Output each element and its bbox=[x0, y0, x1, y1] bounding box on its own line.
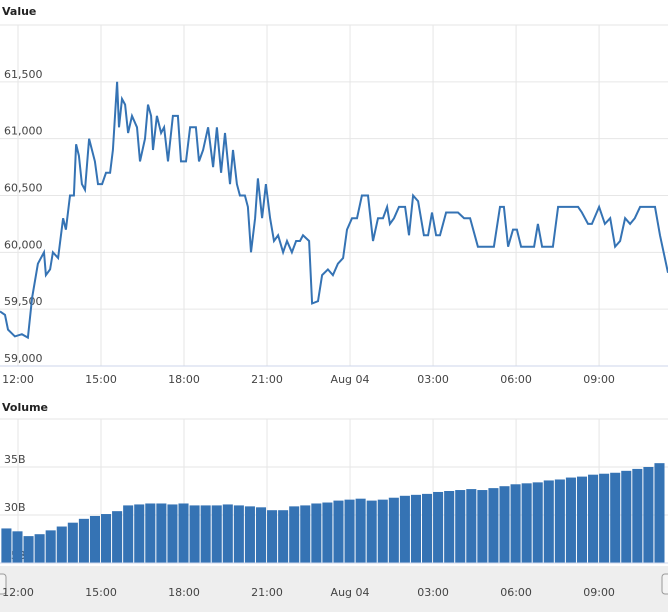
bar bbox=[433, 491, 444, 563]
bar bbox=[499, 486, 510, 563]
bar bbox=[554, 479, 565, 563]
chart-title: Value bbox=[2, 5, 36, 18]
bar bbox=[599, 473, 610, 563]
x-tick-label: 03:00 bbox=[417, 586, 449, 599]
bar bbox=[311, 503, 322, 563]
bar bbox=[222, 504, 233, 563]
bar bbox=[510, 484, 521, 563]
line bbox=[0, 81, 668, 340]
bar bbox=[444, 491, 455, 563]
bar bbox=[355, 498, 366, 563]
bar bbox=[12, 531, 23, 563]
bar bbox=[333, 500, 344, 563]
bar bbox=[167, 504, 178, 563]
bar bbox=[643, 467, 654, 563]
y-tick-label: 61,000 bbox=[4, 125, 43, 138]
bar bbox=[654, 463, 665, 563]
bar bbox=[322, 502, 333, 563]
bar bbox=[1, 528, 12, 563]
x-tick-label: 18:00 bbox=[168, 586, 200, 599]
bar bbox=[366, 500, 377, 563]
bar bbox=[244, 506, 255, 563]
bar bbox=[56, 526, 67, 563]
bar bbox=[278, 510, 289, 563]
bar bbox=[588, 474, 599, 563]
bar bbox=[610, 472, 621, 563]
bar bbox=[189, 505, 200, 563]
bar bbox=[134, 504, 145, 563]
bar bbox=[410, 494, 421, 563]
bar bbox=[477, 490, 488, 563]
bar bbox=[421, 493, 433, 563]
bar bbox=[23, 536, 34, 563]
bar bbox=[399, 495, 410, 563]
x-tick-label: 06:00 bbox=[500, 373, 532, 386]
bar bbox=[632, 468, 643, 563]
bar bbox=[388, 497, 399, 563]
y-tick-label: 61,500 bbox=[4, 68, 43, 81]
y-tick-label: 35B bbox=[4, 453, 26, 466]
navigator-handle[interactable] bbox=[0, 573, 7, 595]
x-tick-label: 12:00 bbox=[2, 373, 34, 386]
x-tick-label: 18:00 bbox=[168, 373, 200, 386]
bar bbox=[255, 507, 267, 563]
y-tick-label: 59,000 bbox=[4, 352, 43, 365]
bar bbox=[211, 505, 222, 563]
bar bbox=[67, 522, 78, 563]
bar bbox=[377, 499, 388, 563]
y-tick-label: 60,500 bbox=[4, 182, 43, 195]
bar bbox=[543, 480, 554, 563]
x-tick-label: 03:00 bbox=[417, 373, 449, 386]
bar bbox=[466, 489, 477, 563]
bar bbox=[233, 505, 244, 563]
y-tick-label: 30B bbox=[4, 501, 26, 514]
bar bbox=[200, 505, 211, 563]
bar bbox=[344, 499, 355, 563]
bar bbox=[101, 514, 112, 563]
bar bbox=[145, 503, 156, 563]
bar bbox=[621, 470, 632, 563]
y-tick-label: 59,500 bbox=[4, 295, 43, 308]
navigator-handle[interactable] bbox=[661, 573, 668, 595]
bar bbox=[89, 515, 101, 563]
bar bbox=[156, 503, 167, 563]
bar bbox=[78, 518, 89, 563]
x-tick-label: 12:00 bbox=[2, 586, 34, 599]
bar bbox=[267, 510, 278, 563]
x-tick-label: 15:00 bbox=[85, 373, 117, 386]
x-tick-label: 06:00 bbox=[500, 586, 532, 599]
bar bbox=[289, 506, 300, 563]
x-tick-label: 09:00 bbox=[583, 586, 615, 599]
bar bbox=[521, 483, 532, 563]
bar bbox=[112, 511, 123, 563]
x-tick-label: Aug 04 bbox=[331, 586, 370, 599]
bar bbox=[565, 477, 576, 563]
x-tick-label: 21:00 bbox=[251, 586, 283, 599]
bar bbox=[576, 476, 588, 563]
bar bbox=[45, 530, 56, 563]
bar bbox=[300, 505, 311, 563]
navigator[interactable] bbox=[0, 566, 668, 612]
bar bbox=[123, 505, 134, 563]
bar bbox=[34, 534, 45, 563]
x-tick-label: 21:00 bbox=[251, 373, 283, 386]
bar bbox=[532, 482, 543, 563]
chart-title: Volume bbox=[2, 401, 48, 414]
x-tick-label: Aug 04 bbox=[331, 373, 370, 386]
y-tick-label: 60,000 bbox=[4, 238, 43, 251]
bar bbox=[178, 503, 189, 563]
bar bbox=[455, 490, 466, 563]
x-tick-label: 09:00 bbox=[583, 373, 615, 386]
bar bbox=[488, 488, 499, 563]
x-tick-label: 15:00 bbox=[85, 586, 117, 599]
